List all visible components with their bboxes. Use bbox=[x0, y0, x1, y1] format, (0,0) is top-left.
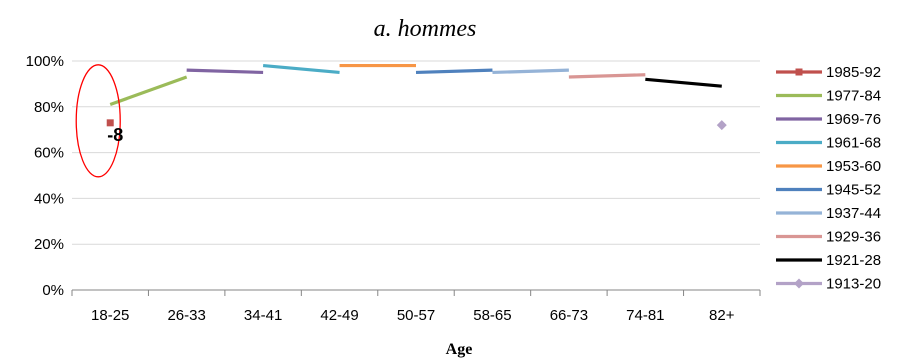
series-line bbox=[645, 77, 722, 88]
y-tick-label: 40% bbox=[34, 190, 64, 207]
legend-item: 1969-76 bbox=[776, 111, 881, 128]
series-1977-84 bbox=[109, 75, 188, 107]
series-line bbox=[186, 68, 264, 75]
y-tick-label: 60% bbox=[34, 145, 64, 162]
series-1937-44 bbox=[492, 68, 569, 75]
x-tick-label: 42-49 bbox=[320, 307, 358, 324]
y-tick-label: 20% bbox=[34, 236, 64, 253]
x-tick-label: 18-25 bbox=[91, 307, 129, 324]
legend-label: 1961-68 bbox=[826, 135, 881, 152]
x-tick-label: 50-57 bbox=[397, 307, 435, 324]
legend-item: 1913-20 bbox=[776, 276, 881, 293]
x-axis: 18-25 26-33 34-41 42-49 50-57 58-65 66-73 74-81… bbox=[71, 289, 761, 324]
series-1921-28 bbox=[645, 77, 722, 88]
x-tick-label: 74-81 bbox=[626, 307, 664, 324]
legend-item: 1937-44 bbox=[776, 205, 881, 222]
legend-label: 1969-76 bbox=[826, 111, 881, 128]
legend-label: 1953-60 bbox=[826, 158, 881, 175]
y-tick-label: 100% bbox=[26, 53, 64, 70]
legend-label: 1913-20 bbox=[826, 276, 881, 293]
series-1985-92 bbox=[106, 119, 114, 127]
x-tick-label: 66-73 bbox=[550, 307, 588, 324]
legend-item: 1921-28 bbox=[776, 252, 881, 269]
y-tick-label: 0% bbox=[42, 282, 64, 299]
data-point bbox=[794, 278, 804, 289]
legend-label: 1921-28 bbox=[826, 252, 881, 269]
annotations: -8 bbox=[75, 64, 123, 178]
legend-label: 1985-92 bbox=[826, 64, 881, 81]
legend-item: 1945-52 bbox=[776, 182, 881, 199]
legend-label: 1977-84 bbox=[826, 88, 881, 105]
series-1929-36 bbox=[568, 73, 646, 79]
data-point bbox=[106, 119, 114, 127]
series-line bbox=[415, 68, 493, 75]
legend: 1985-92 1977-84 1969-76 1961-68 1953-60 1945-… bbox=[776, 64, 881, 293]
series-1945-52 bbox=[415, 68, 493, 75]
y-axis: 0% 20% 40% 60% 80% 100% bbox=[26, 53, 64, 299]
annotation-label: -8 bbox=[107, 125, 123, 145]
series-line bbox=[568, 73, 646, 79]
series-line bbox=[109, 75, 188, 107]
series-group bbox=[106, 63, 727, 131]
highlight-ellipse bbox=[75, 64, 121, 178]
x-tick-label: 82+ bbox=[709, 307, 735, 324]
legend-label: 1929-36 bbox=[826, 229, 881, 246]
grid bbox=[72, 60, 760, 291]
legend-label: 1937-44 bbox=[826, 205, 881, 222]
legend-item: 1929-36 bbox=[776, 229, 881, 246]
legend-item: 1961-68 bbox=[776, 135, 881, 152]
data-point bbox=[795, 68, 803, 76]
data-point bbox=[716, 120, 727, 131]
x-tick-label: 34-41 bbox=[244, 307, 282, 324]
series-line bbox=[492, 68, 569, 75]
legend-item: 1977-84 bbox=[776, 88, 881, 105]
legend-item: 1953-60 bbox=[776, 158, 881, 175]
series-1961-68 bbox=[262, 63, 340, 75]
series-1969-76 bbox=[186, 68, 264, 75]
x-tick-label: 58-65 bbox=[473, 307, 511, 324]
legend-item: 1985-92 bbox=[776, 64, 881, 81]
series-1913-20 bbox=[716, 120, 727, 131]
y-tick-label: 80% bbox=[34, 99, 64, 116]
x-axis-label: Age bbox=[446, 341, 473, 358]
x-tick-label: 26-33 bbox=[167, 307, 205, 324]
legend-label: 1945-52 bbox=[826, 182, 881, 199]
chart-title: a. hommes bbox=[374, 16, 477, 42]
series-line bbox=[262, 63, 340, 75]
